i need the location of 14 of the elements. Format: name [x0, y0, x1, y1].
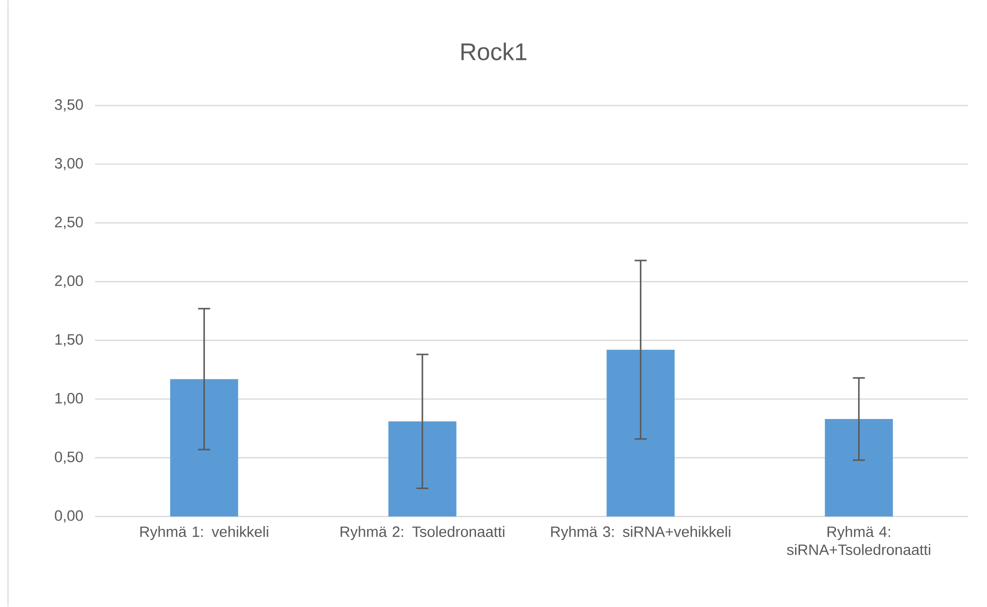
x-tick-label: Ryhmä 2: Tsoledronaatti [340, 526, 504, 540]
y-tick-label: 0,50 [54, 452, 83, 464]
y-tick-label: 3,00 [54, 158, 83, 170]
y-tick-label: 3,50 [54, 99, 83, 112]
y-tick-label: 2,00 [55, 275, 83, 288]
y-tick-label: 1,00 [55, 392, 83, 406]
bar [824, 419, 893, 516]
x-tick-label: Ryhmä 4: siRNA+Tsoledronaatti [786, 526, 930, 556]
y-tick-label: 2,50 [55, 216, 83, 230]
y-tick-label: 0,00 [54, 510, 83, 523]
chart-title: Rock1 [461, 42, 526, 60]
x-tick-label: Ryhmä 3: siRNA+vehikkeli [551, 526, 730, 540]
x-tick-label: Ryhmä 1: vehikkeli [140, 526, 268, 540]
y-tick-label: 1,50 [55, 334, 83, 347]
